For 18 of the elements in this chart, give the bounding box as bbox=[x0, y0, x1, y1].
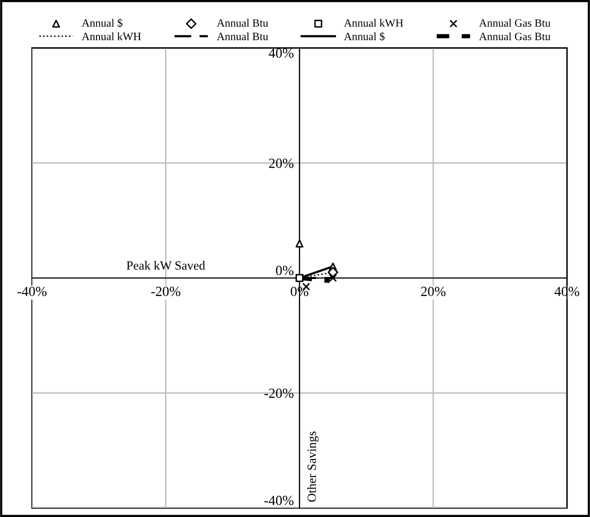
legend-label: Annual kWH bbox=[344, 18, 404, 27]
y-tick-label: 0% bbox=[276, 266, 294, 276]
x-tick-label: -40% bbox=[17, 286, 47, 296]
legend-label: Annual Gas Btu bbox=[479, 18, 550, 27]
x-axis-title: Peak kW Saved bbox=[126, 260, 206, 270]
legend-label: Annual kWH bbox=[82, 32, 141, 40]
y-tick-label: -40% bbox=[264, 496, 294, 506]
y-axis-title: Other Savings bbox=[307, 432, 319, 502]
y-tick-label: 40% bbox=[268, 48, 294, 58]
legend-label: Annual Btu bbox=[216, 18, 268, 27]
legend-label: Annual $ bbox=[344, 32, 385, 41]
x-tick-label: -20% bbox=[151, 286, 180, 296]
y-tick-label: -20% bbox=[264, 388, 294, 398]
legend-label: Annual $ bbox=[82, 18, 122, 28]
y-tick-label: 20% bbox=[269, 158, 294, 168]
legend-label: Annual Gas Btu bbox=[479, 32, 550, 40]
x-tick-label: 20% bbox=[421, 286, 446, 296]
legend-label: Annual Btu bbox=[216, 32, 268, 40]
